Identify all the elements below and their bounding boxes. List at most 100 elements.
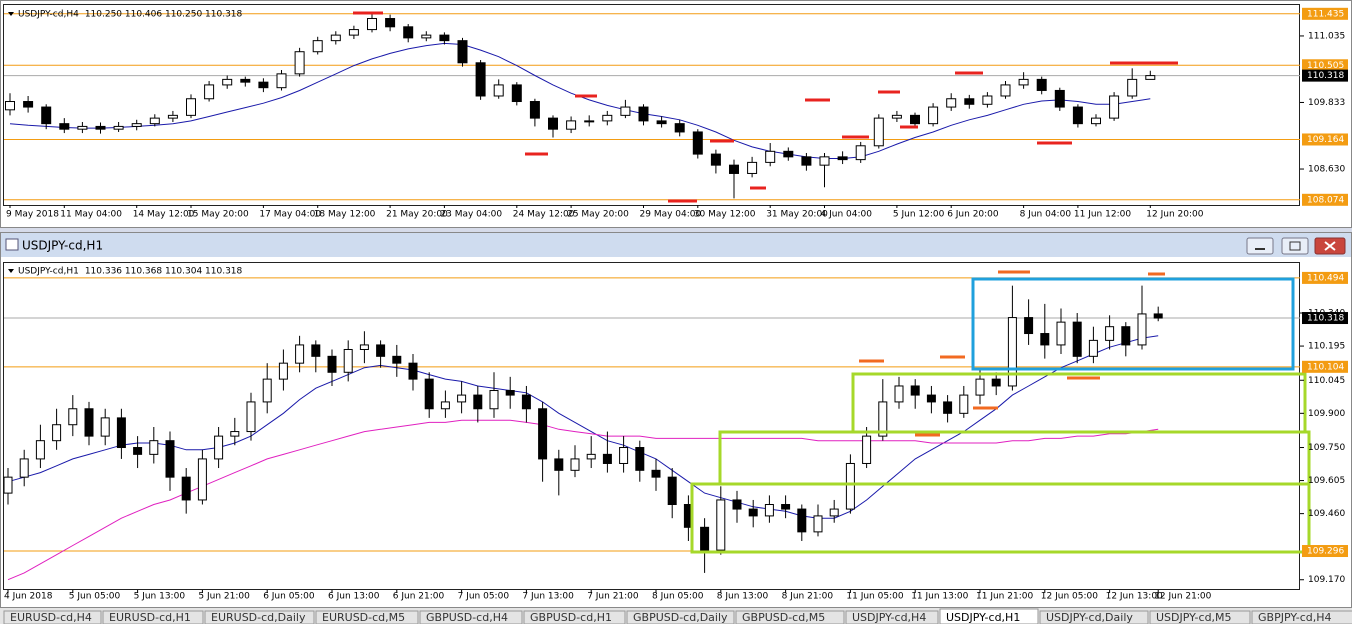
candle-body bbox=[1054, 89, 1065, 108]
tab-label: USDJPY-cd,H1 bbox=[946, 611, 1020, 624]
candle-body bbox=[311, 344, 321, 357]
level-label: 109.164 bbox=[1307, 135, 1344, 145]
bottom-plot-frame bbox=[3, 262, 1300, 590]
candle-body bbox=[819, 156, 830, 166]
candle-body bbox=[1018, 78, 1029, 86]
tab-label: EURUSD-cd,M5 bbox=[322, 611, 405, 624]
candle-body bbox=[716, 499, 726, 551]
tab-label: GBPUSD-cd,M5 bbox=[742, 611, 825, 624]
ohlc-info: 110.250 110.406 110.250 110.318 bbox=[85, 10, 243, 20]
tab-background bbox=[1251, 610, 1352, 624]
tab[interactable]: USDJPY-cd,M5 bbox=[1149, 610, 1251, 624]
tab[interactable]: GBPJPY-cd,H4 bbox=[1251, 610, 1352, 624]
candle-body bbox=[548, 117, 558, 130]
candle-body bbox=[167, 114, 178, 119]
candle-body bbox=[473, 394, 483, 410]
candle-body bbox=[149, 440, 159, 455]
x-tick-label: 21 May 20:00 bbox=[386, 210, 448, 220]
level-label-box bbox=[1302, 360, 1348, 373]
candle-body bbox=[367, 18, 377, 31]
tab[interactable]: EURUSD-cd,H4 bbox=[3, 610, 102, 624]
tab[interactable]: GBPUSD-cd,Daily bbox=[626, 610, 735, 624]
candle-body bbox=[873, 117, 884, 147]
x-tick-label: 8 Jun 21:00 bbox=[782, 592, 834, 602]
x-tick-label: 5 Jun 21:00 bbox=[198, 592, 250, 602]
candle-body bbox=[570, 458, 580, 471]
tab[interactable]: EURUSD-cd,Daily bbox=[204, 610, 315, 624]
x-tick-label: 8 Jun 13:00 bbox=[717, 592, 769, 602]
tab[interactable]: EURUSD-cd,M5 bbox=[315, 610, 419, 624]
tab-background bbox=[419, 610, 523, 624]
candle-body bbox=[359, 344, 369, 350]
candle-body bbox=[113, 125, 124, 130]
title-bar bbox=[1, 233, 1351, 257]
candle-body bbox=[511, 84, 522, 103]
x-tick-label: 17 May 04:00 bbox=[259, 210, 321, 220]
tab[interactable]: USDJPY-cd,Daily bbox=[1039, 610, 1149, 624]
tab[interactable]: GBPUSD-cd,H4 bbox=[419, 610, 523, 624]
candle-body bbox=[813, 515, 823, 533]
candle-body bbox=[100, 417, 110, 437]
restore-icon bbox=[1289, 241, 1301, 251]
restore-button[interactable] bbox=[1281, 237, 1309, 255]
candle-body bbox=[408, 362, 418, 380]
x-tick-label: 12 Jun 13:00 bbox=[1106, 592, 1163, 602]
tab[interactable]: EURUSD-cd,H1 bbox=[102, 610, 204, 624]
candle-body bbox=[1121, 326, 1131, 346]
tab-background bbox=[315, 610, 419, 624]
tab[interactable]: GBPUSD-cd,H1 bbox=[523, 610, 626, 624]
current-price-label: 110.318 bbox=[1307, 314, 1344, 324]
candle-body bbox=[829, 508, 839, 517]
level-label-box bbox=[1302, 7, 1348, 20]
candle-body bbox=[181, 476, 191, 501]
tab[interactable]: GBPUSD-cd,M5 bbox=[735, 610, 845, 624]
candle-body bbox=[457, 394, 467, 403]
candle-body bbox=[35, 440, 45, 460]
dropdown-arrow bbox=[8, 12, 14, 16]
candle-body bbox=[529, 101, 540, 119]
candle-body bbox=[424, 378, 434, 410]
tab-background bbox=[523, 610, 626, 624]
candle-body bbox=[910, 385, 920, 396]
x-tick-label: 25 May 20:00 bbox=[567, 210, 629, 220]
candle-body bbox=[538, 408, 548, 460]
tab-background bbox=[1039, 610, 1149, 624]
candle-body bbox=[584, 120, 595, 123]
candle-body bbox=[1036, 78, 1047, 91]
candle-body bbox=[343, 348, 353, 373]
top-markers bbox=[353, 11, 1178, 203]
candle-body bbox=[68, 408, 78, 426]
candle-body bbox=[19, 458, 29, 478]
x-tick-label: 11 Jun 21:00 bbox=[976, 592, 1033, 602]
candle-body bbox=[295, 344, 305, 364]
candle-body bbox=[729, 164, 739, 174]
candle-body bbox=[991, 378, 1001, 387]
candle-body bbox=[23, 101, 34, 108]
level-label-box bbox=[1302, 271, 1348, 284]
x-tick-label: 9 May 2018 bbox=[6, 210, 59, 220]
candle-body bbox=[385, 18, 396, 28]
current-price-box bbox=[1302, 312, 1348, 325]
candle-body bbox=[392, 355, 402, 364]
candle-body bbox=[312, 40, 323, 53]
x-tick-label: 11 Jun 05:00 bbox=[846, 592, 903, 602]
tab[interactable]: USDJPY-cd,H1 bbox=[939, 608, 1039, 624]
y-tick-label: 109.750 bbox=[1308, 443, 1345, 453]
x-tick-label: 31 May 20:00 bbox=[766, 210, 828, 220]
candle-body bbox=[910, 114, 920, 125]
x-tick-label: 8 Jun 04:00 bbox=[1020, 210, 1072, 220]
current-price-box bbox=[1302, 69, 1348, 82]
candle-body bbox=[131, 123, 142, 127]
candle-body bbox=[3, 476, 13, 494]
symbol-label: USDJPY-cd,H1 bbox=[18, 267, 79, 277]
tab-label: EURUSD-cd,Daily bbox=[211, 611, 306, 624]
minimize-button[interactable] bbox=[1246, 237, 1274, 255]
candle-body bbox=[667, 476, 677, 506]
candle-body bbox=[222, 78, 233, 86]
tab-background bbox=[3, 610, 102, 624]
tab[interactable]: USDJPY-cd,H4 bbox=[845, 610, 939, 624]
x-tick-label: 5 Jun 13:00 bbox=[134, 592, 186, 602]
tab-label: EURUSD-cd,H4 bbox=[10, 611, 92, 624]
candle-body bbox=[764, 504, 774, 517]
